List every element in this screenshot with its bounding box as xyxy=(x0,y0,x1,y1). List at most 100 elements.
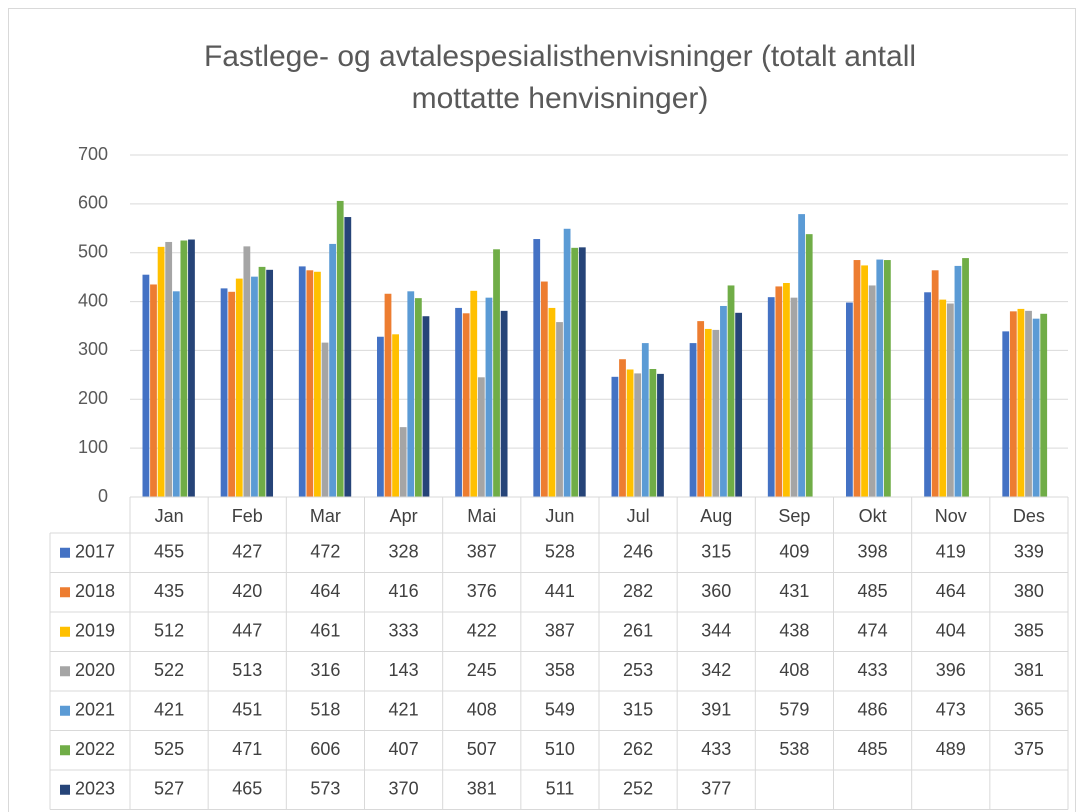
table-value: 465 xyxy=(232,779,262,799)
bar xyxy=(883,260,891,497)
table-value: 245 xyxy=(467,660,497,680)
bar xyxy=(1002,331,1010,497)
bar xyxy=(946,303,954,497)
legend-swatch xyxy=(60,745,70,756)
bar xyxy=(188,239,195,497)
x-tick-label: Sep xyxy=(778,506,810,526)
bar xyxy=(336,200,344,497)
x-tick-label: Apr xyxy=(390,506,418,526)
x-tick-label: Mai xyxy=(467,506,496,526)
table-value: 282 xyxy=(623,581,653,601)
chart-title: Fastlege- og avtalespesialisthenvisninge… xyxy=(204,40,916,115)
bar xyxy=(649,368,657,497)
table-value: 252 xyxy=(623,779,653,799)
table-value: 538 xyxy=(779,739,809,759)
bar xyxy=(314,271,321,497)
bar xyxy=(790,297,798,497)
table-value: 511 xyxy=(546,779,575,799)
bar xyxy=(853,260,861,497)
bar xyxy=(157,246,165,497)
legend-label: 2017 xyxy=(75,542,115,562)
table-value: 315 xyxy=(701,542,731,562)
table-value: 396 xyxy=(936,660,966,680)
table-value: 360 xyxy=(701,581,731,601)
bar xyxy=(258,266,266,497)
legend-swatch xyxy=(60,705,70,716)
bar xyxy=(1040,313,1048,497)
bar xyxy=(846,302,853,497)
table-value: 370 xyxy=(389,779,419,799)
legend-label: 2023 xyxy=(75,779,115,799)
y-tick-label: 700 xyxy=(78,144,108,164)
table-value: 471 xyxy=(232,739,262,759)
table-value: 441 xyxy=(545,581,575,601)
legend-swatch xyxy=(60,587,70,598)
bar xyxy=(548,307,556,497)
bar xyxy=(321,342,329,497)
y-tick-label: 0 xyxy=(98,486,108,506)
bar xyxy=(1009,311,1017,497)
bar xyxy=(180,240,188,497)
bar xyxy=(727,285,735,497)
table-value: 408 xyxy=(467,700,497,720)
bar xyxy=(962,258,969,497)
bar xyxy=(712,329,720,497)
legend-label: 2020 xyxy=(75,660,115,680)
bar xyxy=(775,286,783,497)
table-value: 433 xyxy=(858,660,888,680)
bar xyxy=(243,246,251,497)
table-value: 473 xyxy=(936,700,966,720)
legend-label: 2022 xyxy=(75,739,115,759)
table-value: 510 xyxy=(545,739,575,759)
bar xyxy=(634,373,642,497)
legend-swatch xyxy=(60,666,70,677)
bar xyxy=(377,336,384,497)
bar xyxy=(414,298,422,497)
bar xyxy=(165,241,173,497)
bar xyxy=(422,316,430,497)
table-value: 380 xyxy=(1014,581,1044,601)
table-value: 579 xyxy=(779,700,809,720)
table-value: 427 xyxy=(232,542,262,562)
table-value: 421 xyxy=(389,700,419,720)
table-value: 342 xyxy=(701,660,731,680)
bar xyxy=(500,310,508,497)
bar xyxy=(735,312,743,497)
table-value: 262 xyxy=(623,739,653,759)
bar xyxy=(563,228,571,497)
x-tick-label: Jun xyxy=(545,506,574,526)
bar xyxy=(697,321,705,497)
bar xyxy=(392,334,399,497)
table-value: 431 xyxy=(779,581,809,601)
table-value: 387 xyxy=(467,542,497,562)
table-value: 422 xyxy=(467,621,497,641)
bar xyxy=(657,373,664,497)
bar xyxy=(485,297,493,497)
table-value: 606 xyxy=(310,739,340,759)
table-value: 339 xyxy=(1014,542,1044,562)
table-value: 472 xyxy=(310,542,340,562)
bar xyxy=(470,290,478,497)
x-tick-label: Nov xyxy=(935,506,967,526)
legend-swatch xyxy=(60,547,70,558)
table-value: 435 xyxy=(154,581,184,601)
table-value: 512 xyxy=(154,621,184,641)
table-value: 377 xyxy=(701,779,731,799)
bar xyxy=(704,328,712,497)
y-tick-label: 100 xyxy=(78,437,108,457)
table-value: 253 xyxy=(623,660,653,680)
table-value: 408 xyxy=(779,660,809,680)
bar xyxy=(720,305,727,497)
bar xyxy=(611,376,619,497)
table-value: 455 xyxy=(154,542,184,562)
table-value: 344 xyxy=(701,621,731,641)
table-value: 421 xyxy=(154,700,184,720)
bar xyxy=(228,291,236,497)
table-value: 419 xyxy=(936,542,966,562)
table-value: 518 xyxy=(310,700,340,720)
table-value: 316 xyxy=(310,660,340,680)
table-value: 328 xyxy=(389,542,419,562)
table-value: 464 xyxy=(310,581,340,601)
table-value: 381 xyxy=(1014,660,1044,680)
table-value: 573 xyxy=(310,779,340,799)
